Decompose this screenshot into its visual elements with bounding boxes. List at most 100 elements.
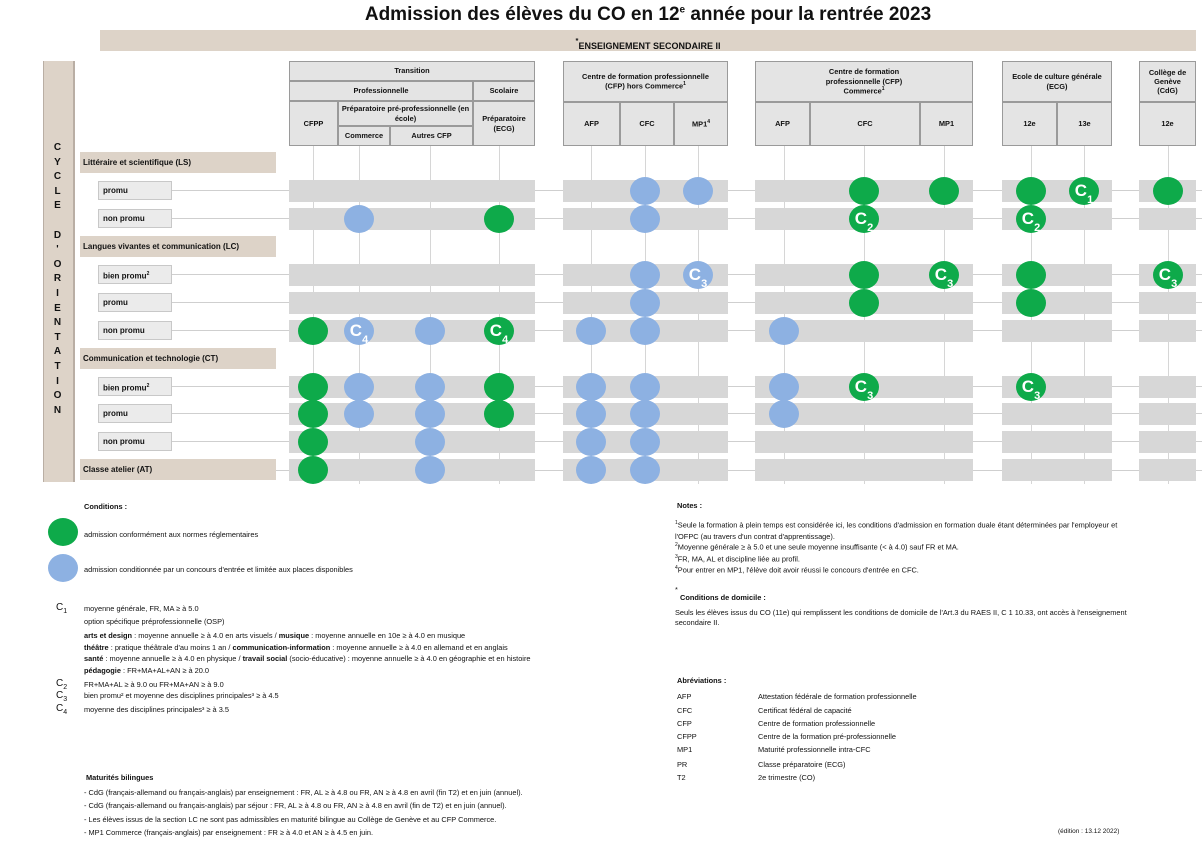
- section-lc: Langues vivantes et communication (LC): [80, 236, 276, 257]
- condition-c2-text: FR+MA+AL ≥ à 9.0 ou FR+MA+AN ≥ à 9.0: [84, 680, 224, 689]
- section-ls: Littéraire et scientifique (LS): [80, 152, 276, 173]
- row-lc-promu: promu: [98, 293, 172, 312]
- admission-competitive-dot: [576, 400, 606, 428]
- admission-regular-dot: [298, 373, 328, 401]
- column-guide: [499, 146, 500, 484]
- maturites-line3: - Les élèves issus de la section LC ne s…: [84, 815, 497, 824]
- row-bar: [1139, 320, 1196, 342]
- note-1a: 1Seule la formation à plein temps est co…: [675, 520, 1118, 530]
- row-bar: [289, 431, 535, 453]
- header-ecg-13e: 13e: [1057, 102, 1112, 146]
- column-guide: [1168, 146, 1169, 484]
- admission-regular-dot: [929, 177, 959, 205]
- cycle-orientation-band: [43, 61, 75, 482]
- admission-competitive-dot: [344, 205, 374, 233]
- admission-regular-dot: [849, 177, 879, 205]
- header-scolaire: Scolaire: [473, 81, 535, 101]
- header-cfpp: CFPP: [289, 101, 338, 146]
- row-lc-non-promu: non promu: [98, 321, 172, 340]
- abbr-key: CFPP: [677, 732, 697, 741]
- maturites-line2: - CdG (français-allemand ou français-ang…: [84, 801, 507, 810]
- row-ct-bien-promu: bien promu2: [98, 377, 172, 396]
- abbr-value: Maturité professionnelle intra-CFC: [758, 745, 871, 754]
- header-cdg-12e: 12e: [1139, 102, 1196, 146]
- condition-c3-label: C3: [56, 690, 68, 703]
- admission-competitive-dot: [576, 373, 606, 401]
- condition-c1-label: C1: [56, 602, 68, 615]
- row-bar: [1139, 403, 1196, 425]
- domicile-line2: secondaire II.: [675, 618, 720, 627]
- admission-competitive-dot: [630, 177, 660, 205]
- admission-regular-dot: [1016, 177, 1046, 205]
- admission-competitive-dot: [576, 456, 606, 484]
- abbr-key: CFP: [677, 719, 692, 728]
- admission-competitive-dot: [630, 205, 660, 233]
- column-guide: [313, 146, 314, 484]
- admission-competitive-dot: [415, 317, 445, 345]
- admission-regular-dot: C3: [1153, 261, 1183, 290]
- row-lc-bien-promu: bien promu2: [98, 265, 172, 284]
- admission-competitive-dot: C3: [683, 261, 713, 290]
- condition-c2-label: C2: [56, 678, 68, 691]
- header-preparatoire: Préparatoire pré-professionnelle (en éco…: [338, 101, 473, 126]
- maturites-title: Maturités bilingues: [86, 773, 154, 782]
- admission-competitive-dot: [630, 428, 660, 456]
- row-bar: [1139, 376, 1196, 398]
- header-prep-ecg: Préparatoire (ECG): [473, 101, 535, 146]
- maturites-line4: - MP1 Commerce (français-anglais) par en…: [84, 828, 374, 837]
- row-ct-non-promu: non promu: [98, 432, 172, 451]
- admission-regular-dot: C1: [1069, 177, 1099, 206]
- admission-regular-dot: C3: [849, 373, 879, 402]
- admission-regular-dot: [298, 456, 328, 484]
- admission-competitive-dot: [769, 317, 799, 345]
- abbr-value: Centre de formation professionnelle: [758, 719, 876, 728]
- row-bar: [1139, 459, 1196, 481]
- maturites-line1: - CdG (français-allemand ou français-ang…: [84, 788, 523, 797]
- domicile-title: Conditions de domicile :: [680, 593, 766, 602]
- column-guide: [591, 146, 592, 484]
- admission-competitive-dot: [344, 400, 374, 428]
- admission-competitive-dot: [630, 400, 660, 428]
- admission-regular-dot: [1016, 261, 1046, 289]
- admission-regular-dot: C2: [1016, 205, 1046, 234]
- admission-regular-dot: [298, 428, 328, 456]
- admission-competitive-dot: [630, 373, 660, 401]
- condition-c1-line3: arts et design : moyenne annuelle ≥ à 4.…: [84, 631, 466, 640]
- admission-regular-dot: [849, 289, 879, 317]
- note-4: 4Pour entrer en MP1, l'élève doit avoir …: [675, 565, 919, 575]
- condition-c1-line6: pédagogie : FR+MA+AL+AN ≥ à 20.0: [84, 666, 210, 675]
- row-bar: [755, 320, 973, 342]
- secondary-education-banner: *ENSEIGNEMENT SECONDAIRE II: [100, 30, 1196, 51]
- note-3: 3FR, MA, AL et discipline liée au profil…: [675, 554, 800, 564]
- abbr-value: Classe préparatoire (ECG): [758, 760, 846, 769]
- row-bar: [289, 459, 535, 481]
- row-bar: [1002, 320, 1112, 342]
- admission-regular-dot: [298, 317, 328, 345]
- domicile-line1: Seuls les élèves issus du CO (11e) qui r…: [675, 608, 1127, 617]
- abbr-key: AFP: [677, 692, 692, 701]
- admission-competitive-dot: [344, 373, 374, 401]
- admission-competitive-dot: [683, 177, 713, 205]
- column-guide: [698, 146, 699, 484]
- row-bar: [289, 264, 535, 286]
- column-guide: [430, 146, 431, 484]
- legend-green-dot: [48, 518, 78, 546]
- condition-c4-label: C4: [56, 703, 68, 716]
- column-guide: [944, 146, 945, 484]
- row-bar: [755, 431, 973, 453]
- condition-c1-line2: option spécifique préprofessionnelle (OS…: [84, 617, 225, 626]
- row-guide: [276, 470, 1202, 471]
- header-professionnelle: Professionnelle: [289, 81, 473, 101]
- header-autres-cfp: Autres CFP: [390, 126, 473, 146]
- abbr-key: MP1: [677, 745, 693, 754]
- admission-regular-dot: C3: [929, 261, 959, 290]
- condition-c1-line5: santé : moyenne annuelle ≥ à 4.0 en phys…: [84, 654, 531, 663]
- header-cfc-commerce: CFC: [810, 102, 920, 146]
- section-ct: Communication et technologie (CT): [80, 348, 276, 369]
- header-ecg: Ecole de culture générale (ECG): [1002, 61, 1112, 102]
- note-2: 2Moyenne générale ≥ à 5.0 et une seule m…: [675, 542, 959, 552]
- admission-regular-dot: C2: [849, 205, 879, 234]
- page-title: Admission des élèves du CO en 12e année …: [364, 4, 932, 25]
- admission-regular-dot: [484, 205, 514, 233]
- row-bar: [289, 292, 535, 314]
